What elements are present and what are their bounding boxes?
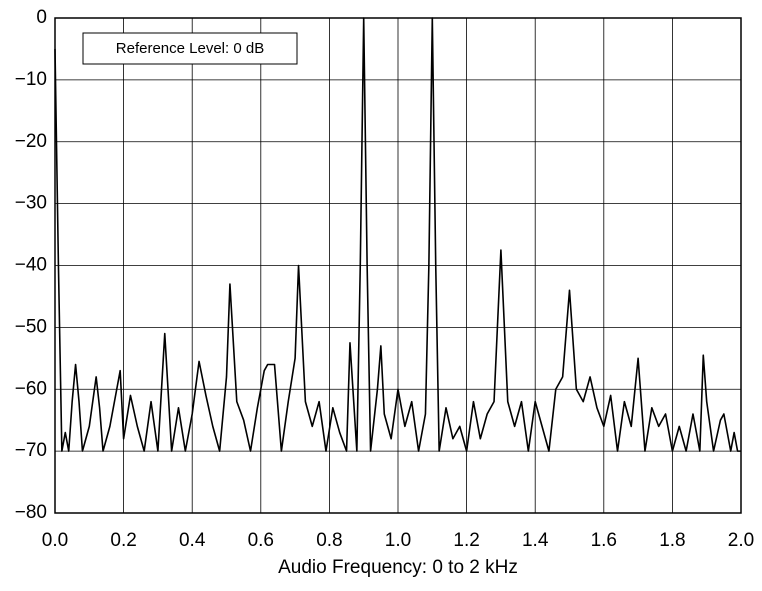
y-tick-label: 0 [36,7,47,28]
y-tick-label: −60 [15,378,47,399]
x-tick-label: 1.6 [591,530,617,551]
x-axis-label: Audio Frequency: 0 to 2 kHz [278,557,518,578]
x-tick-label: 1.0 [385,530,411,551]
y-tick-label: −70 [15,440,47,461]
spectrum-line [54,17,741,452]
annotation: Reference Level: 0 dB [116,40,264,57]
y-tick-label: −80 [15,502,47,523]
y-tick-label: −50 [15,316,47,337]
y-tick-label: −20 [15,131,47,152]
x-tick-label: 1.8 [659,530,685,551]
x-tick-label: 0.2 [110,530,136,551]
x-tick-label: 0.4 [179,530,206,551]
y-tick-label: −10 [15,69,47,90]
y-tick-label: −30 [15,193,47,214]
annotation-box [82,32,298,65]
plot-frame [54,17,742,514]
x-tick-label: 0.8 [316,530,342,551]
x-tick-label: 1.4 [522,530,549,551]
x-tick-label: 0.0 [42,530,68,551]
y-tick-label: −40 [15,255,47,276]
x-tick-label: 2.0 [728,530,754,551]
x-tick-label: 1.2 [453,530,479,551]
x-tick-label: 0.6 [248,530,274,551]
